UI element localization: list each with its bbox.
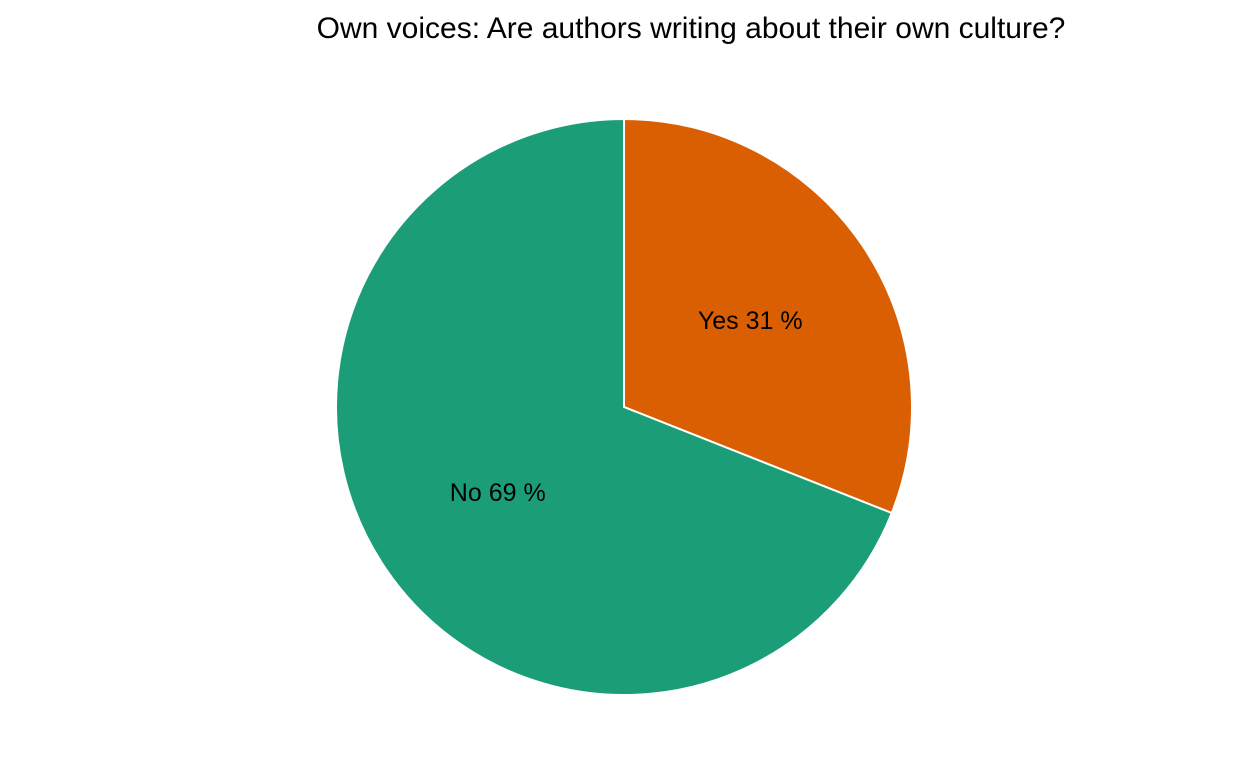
chart-title: Own voices: Are authors writing about th… <box>316 12 1066 45</box>
pie-slice-no <box>335 117 894 696</box>
slice-label-yes: Yes 31 % <box>698 307 803 335</box>
slice-label-no: No 69 % <box>450 479 546 507</box>
pie-slice-yes <box>623 117 913 515</box>
pie-labels: Yes 31 % No 69 % <box>450 307 803 507</box>
pie-slices <box>335 117 913 696</box>
